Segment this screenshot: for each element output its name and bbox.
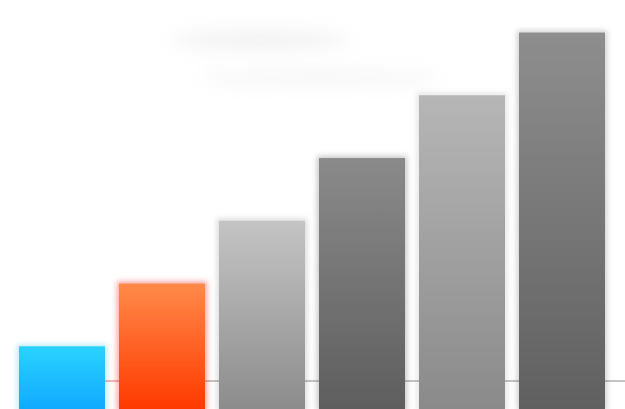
bar-2 <box>119 283 205 409</box>
bar-3 <box>219 220 305 409</box>
bars-layer <box>17 30 607 409</box>
background-wisps <box>170 30 440 84</box>
bar-4 <box>319 158 405 409</box>
bar-5 <box>419 95 505 409</box>
bar-1 <box>19 346 105 409</box>
bar-6 <box>519 32 605 409</box>
